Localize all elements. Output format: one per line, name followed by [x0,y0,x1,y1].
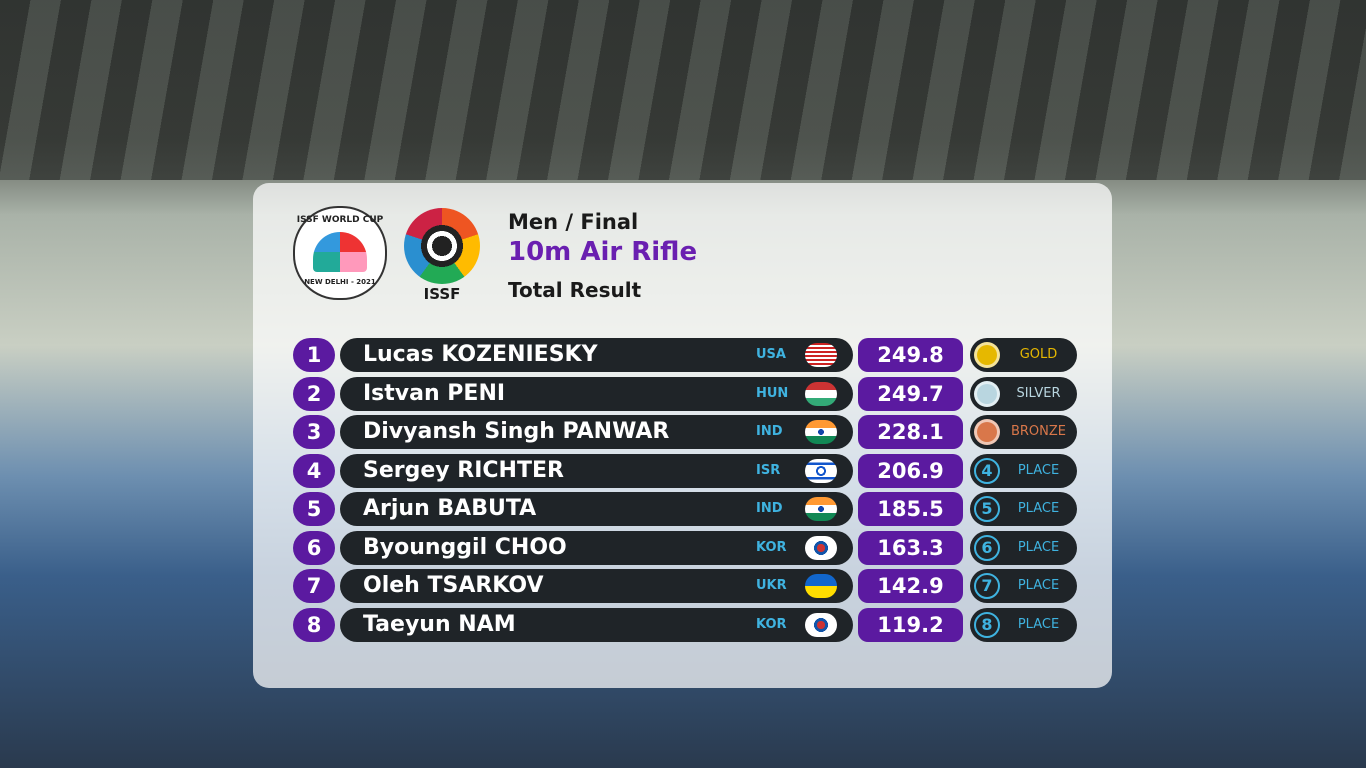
name-bar: Byounggil CHOO KOR [340,530,853,565]
award-label: SILVER [1016,385,1061,401]
medal-icon [974,419,1000,445]
country-code: IND [756,501,783,516]
athlete-name: Istvan PENI [363,380,506,406]
award-pill: 6 PLACE [970,530,1077,565]
issf-target [404,208,480,284]
medal-icon [974,342,1000,368]
award-label: BRONZE [1010,424,1067,439]
logo-title: ISSF WORLD CUP [296,215,384,225]
award-pill: 8 PLACE [970,607,1077,642]
name-bar: Divyansh Singh PANWAR IND [340,415,853,449]
rank-badge: 3 [293,415,335,449]
event-name: 10m Air Rifle [508,237,698,267]
place-number: 4 [974,457,1000,484]
award-label: PLACE [1017,539,1060,555]
name-bar: Arjun BABUTA IND [340,492,853,526]
rank-badge: 1 [293,338,335,372]
ceiling [0,0,1366,180]
results-panel: ISSF WORLD CUP NEW DELHI - 2021 ISSF Men… [253,183,1112,688]
award-pill: GOLD [970,338,1077,372]
name-bar: Taeyun NAM KOR [340,607,853,642]
award-pill: 4 PLACE [970,453,1077,488]
award-label: PLACE [1017,578,1060,593]
rank-badge: 2 [293,376,335,411]
name-bar: Oleh TSARKOV UKR [340,569,853,603]
award-pill: BRONZE [970,415,1077,449]
score: 185.5 [858,492,963,526]
flag [805,574,837,598]
country-code: USA [756,347,786,362]
athlete-name: Lucas KOZENIESKY [363,342,598,367]
country-code: HUN [756,385,789,401]
world-cup-logo: ISSF WORLD CUP NEW DELHI - 2021 [293,206,387,300]
award-label: PLACE [1017,501,1060,516]
logo-place: NEW DELHI - 2021 [304,278,376,286]
flag [805,612,837,637]
score: 249.7 [858,376,963,411]
score: 119.2 [858,607,963,642]
score: 228.1 [858,415,963,449]
athlete-name: Arjun BABUTA [363,496,537,521]
country-code: KOR [756,539,787,555]
rank-badge: 5 [293,492,335,526]
award-label: PLACE [1017,616,1060,632]
place-number: 8 [974,611,1000,638]
place-number: 7 [974,573,1000,599]
athlete-name: Oleh TSARKOV [363,573,544,598]
place-number: 5 [974,496,1000,522]
athlete-name: Taeyun NAM [363,611,516,637]
athlete-name: Divyansh Singh PANWAR [363,419,670,444]
place-number: 6 [974,534,1000,561]
country-code: UKR [756,578,787,593]
score: 142.9 [858,569,963,603]
athlete-name: Sergey RICHTER [363,457,564,483]
medal-icon [974,380,1000,407]
award-pill: 7 PLACE [970,569,1077,603]
rank-badge: 4 [293,453,335,488]
name-bar: Istvan PENI HUN [340,376,853,411]
phase: Men / Final [508,210,639,234]
flag [805,381,837,406]
flag [805,497,837,521]
country-code: ISR [756,462,781,478]
award-label: PLACE [1017,462,1060,478]
flag [805,458,837,483]
rank-badge: 8 [293,607,335,642]
award-label: GOLD [1019,347,1058,362]
flag [805,535,837,560]
score: 249.8 [858,338,963,372]
athlete-name: Byounggil CHOO [363,534,567,560]
rank-badge: 7 [293,569,335,603]
name-bar: Lucas KOZENIESKY USA [340,338,853,372]
result-type: Total Result [508,278,642,302]
award-pill: 5 PLACE [970,492,1077,526]
country-code: IND [756,424,783,439]
rank-badge: 6 [293,530,335,565]
country-code: KOR [756,616,787,632]
federation-name: ISSF [423,285,461,303]
flag [805,420,837,444]
score: 206.9 [858,453,963,488]
score: 163.3 [858,530,963,565]
flag [805,343,837,367]
award-pill: SILVER [970,376,1077,411]
name-bar: Sergey RICHTER ISR [340,453,853,488]
